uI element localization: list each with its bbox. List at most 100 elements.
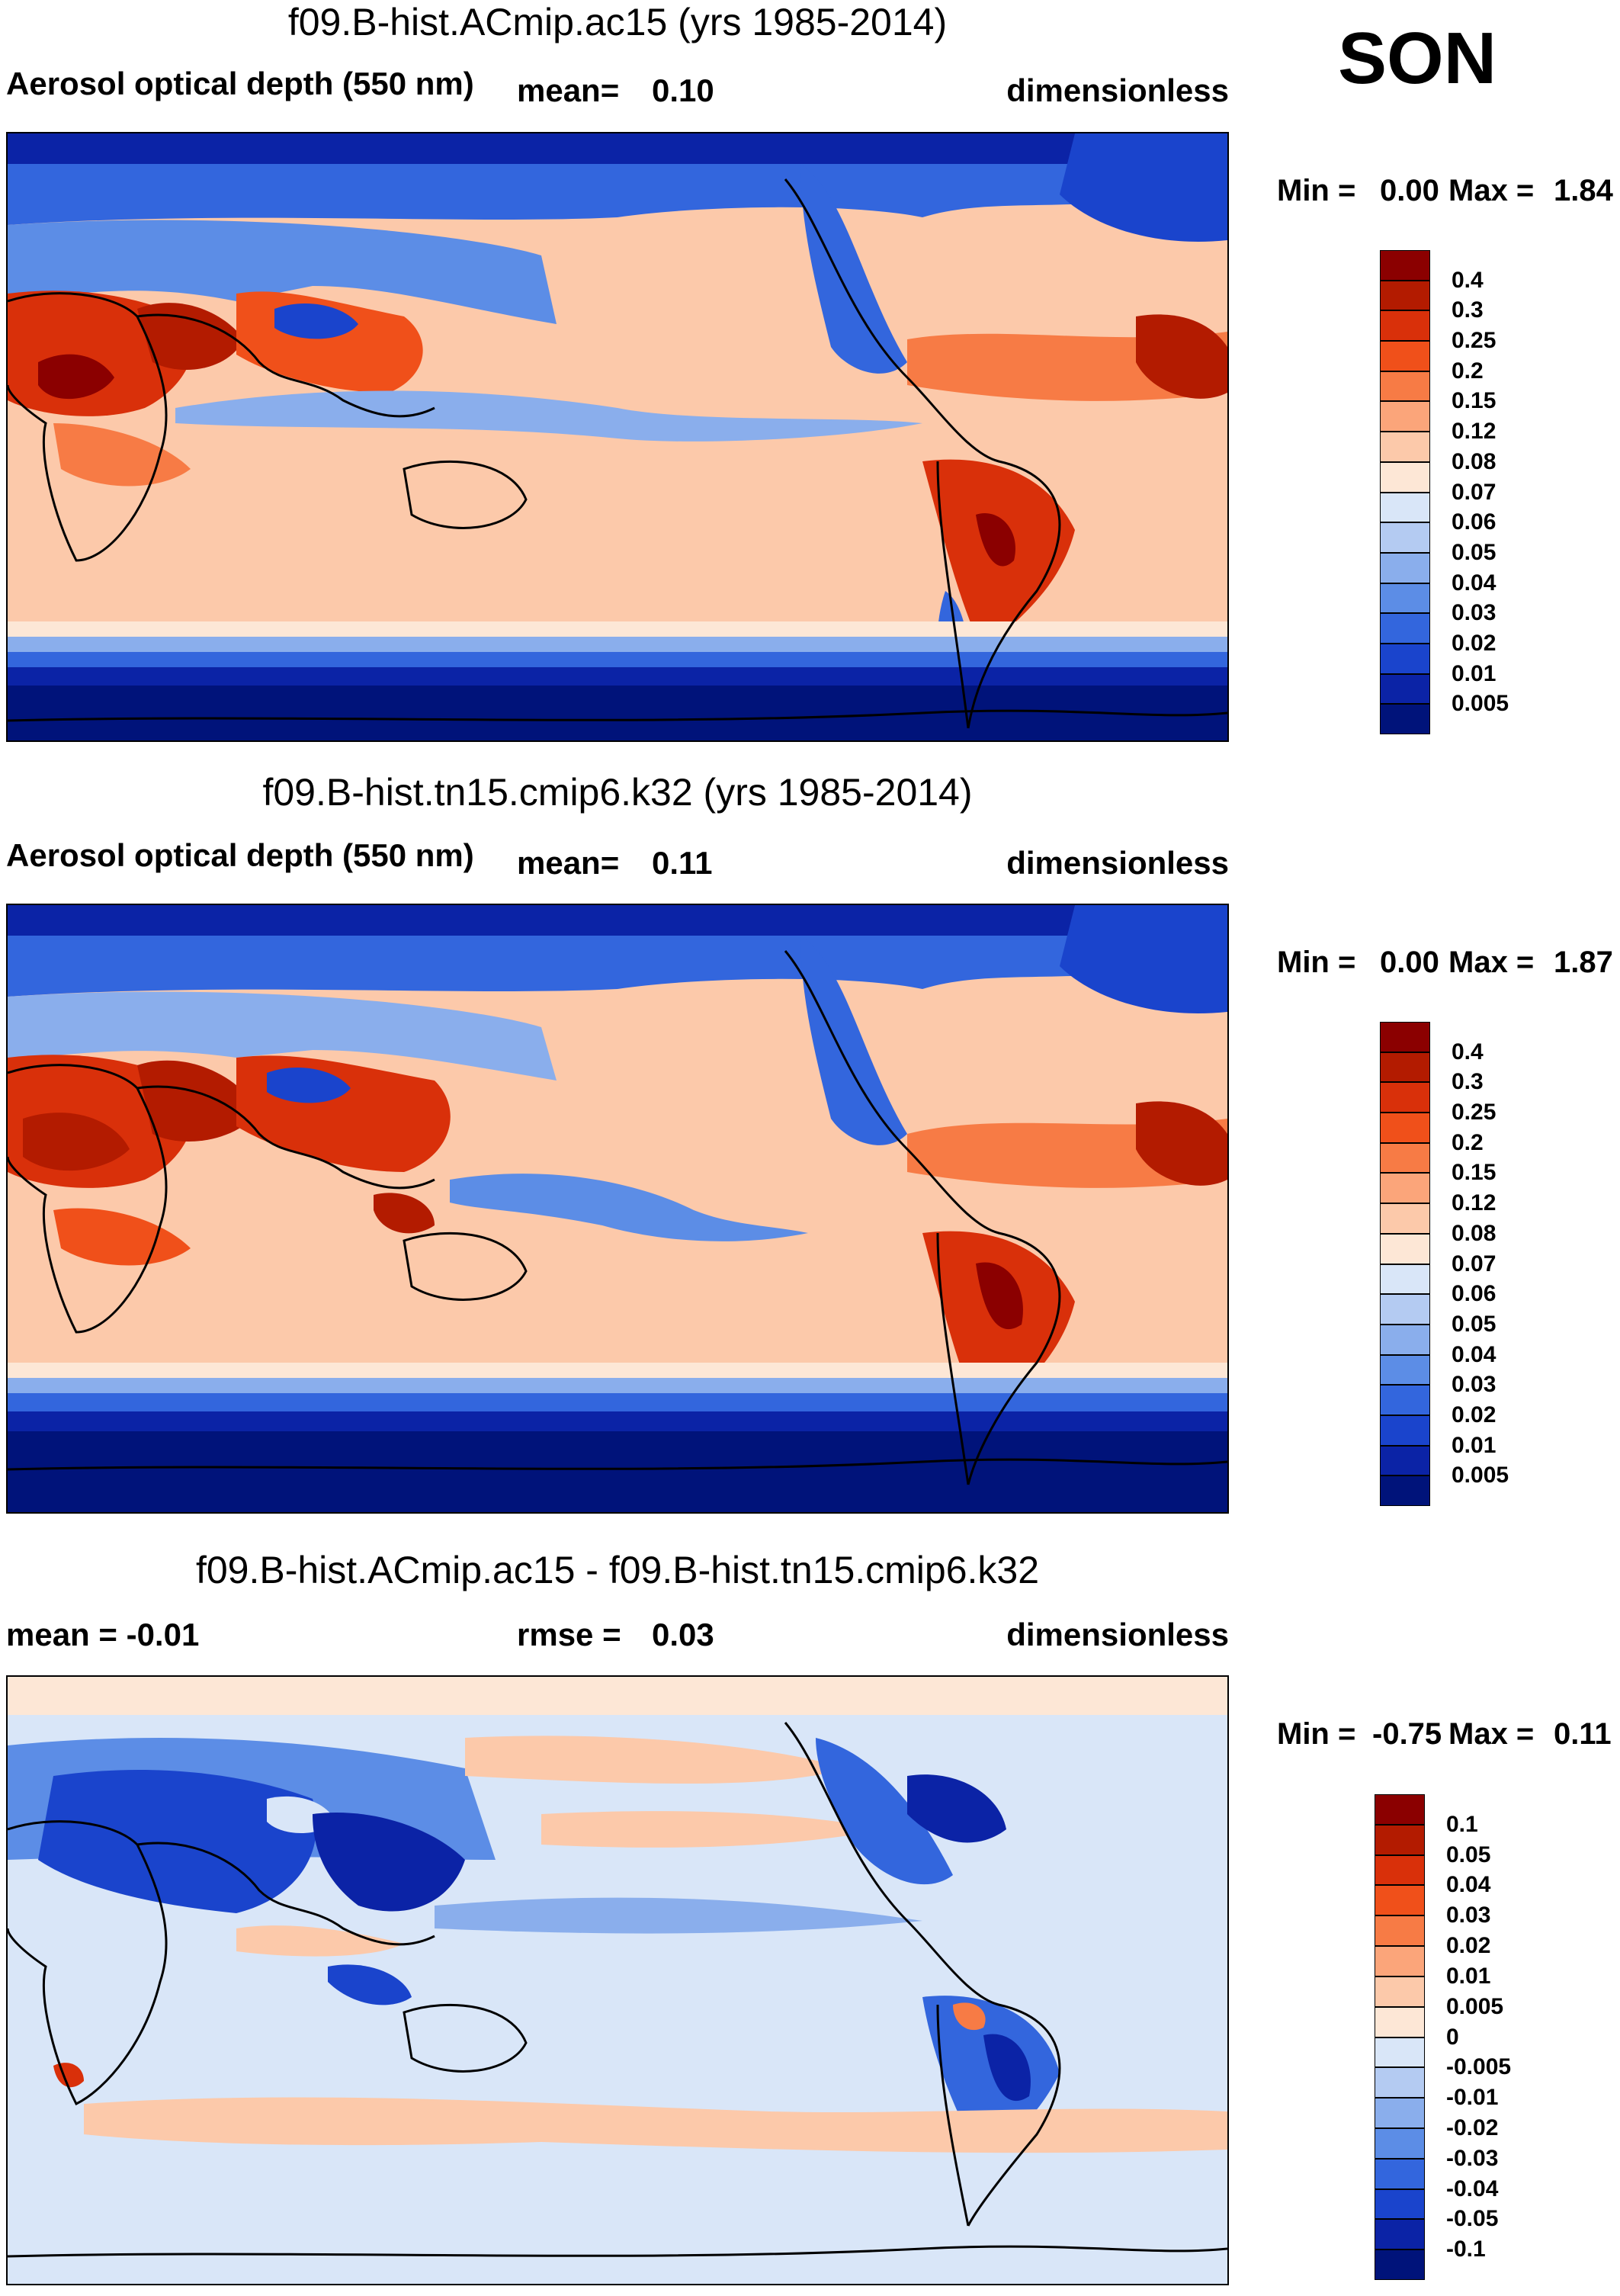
panel2-colorbar-swatch bbox=[1380, 1354, 1430, 1386]
australia-coast bbox=[403, 460, 528, 529]
panel2-colorbar-swatch bbox=[1380, 1264, 1430, 1295]
antarctic-coast bbox=[8, 2245, 1227, 2258]
panel1-colorbar-level-label: 0.04 bbox=[1452, 570, 1496, 596]
so-band-2 bbox=[8, 637, 1227, 652]
panel1-colorbar-swatch bbox=[1380, 280, 1430, 311]
panel3-colorbar-swatch bbox=[1375, 1824, 1425, 1855]
panel2-colorbar-swatch bbox=[1380, 1385, 1430, 1415]
northern-continents-low bbox=[8, 164, 1227, 225]
americas-coast bbox=[784, 178, 1061, 729]
so-band-2 bbox=[8, 1378, 1227, 1393]
antarctica bbox=[8, 1431, 1227, 1512]
panel3-map-svg bbox=[8, 1677, 1227, 2284]
panel3-colorbar-swatch bbox=[1375, 2067, 1425, 2099]
arctic-band bbox=[8, 1677, 1227, 1715]
panel2-colorbar-swatch bbox=[1380, 1022, 1430, 1052]
panel1-colorbar-swatch bbox=[1380, 613, 1430, 644]
americas-coast bbox=[784, 950, 1061, 1485]
north-america-low bbox=[800, 936, 907, 1145]
panel1-colorbar-level-label: 0.02 bbox=[1452, 630, 1496, 656]
tibet-low bbox=[274, 303, 358, 339]
panel2-max-label: Max = bbox=[1448, 946, 1535, 979]
panel3-colorbar-level-label: -0.01 bbox=[1446, 2085, 1499, 2111]
panel1-map bbox=[6, 132, 1229, 742]
panel1-colorbar-level-label: 0.08 bbox=[1452, 448, 1496, 474]
panel2-colorbar-level-label: 0.4 bbox=[1452, 1039, 1484, 1065]
panel1-colorbar-swatch bbox=[1380, 401, 1430, 432]
panel2-colorbar-swatch bbox=[1380, 1113, 1430, 1143]
arctic-band bbox=[8, 133, 1227, 164]
eurasia-low bbox=[8, 220, 557, 324]
panel3-colorbar-level-label: 0.01 bbox=[1446, 1963, 1491, 1989]
greenland bbox=[1060, 905, 1227, 1013]
so-band-3 bbox=[8, 1393, 1227, 1411]
panel3-colorbar-swatch bbox=[1375, 2249, 1425, 2280]
australia-coast bbox=[403, 2003, 528, 2073]
australia-coast bbox=[403, 1231, 528, 1301]
panel3-max-value: 0.11 bbox=[1554, 1717, 1612, 1751]
panel3-colorbar-swatch bbox=[1375, 2037, 1425, 2068]
atlantic-dust-core bbox=[1136, 1101, 1227, 1186]
so-band-3 bbox=[8, 652, 1227, 667]
panel1-variable-label: Aerosol optical depth (550 nm) bbox=[6, 66, 474, 101]
panel2-min-value: 0.00 bbox=[1380, 946, 1439, 979]
andes-coast bbox=[936, 2004, 970, 2227]
panel2-colorbar-swatch bbox=[1380, 1476, 1430, 1506]
north-pacific-pos bbox=[465, 1736, 846, 1784]
panel2-colorbar-swatch bbox=[1380, 1142, 1430, 1174]
tropical-band bbox=[450, 1174, 808, 1241]
africa-south bbox=[53, 1208, 191, 1266]
panel2-colorbar-level-label: 0.005 bbox=[1452, 1463, 1509, 1488]
panel3-max-label: Max = bbox=[1448, 1717, 1535, 1751]
panel3-colorbar-level-label: 0.02 bbox=[1446, 1933, 1491, 1959]
panel2-colorbar-level-label: 0.07 bbox=[1452, 1251, 1496, 1276]
panel3-colorbar-swatch bbox=[1375, 1885, 1425, 1916]
north-america-low bbox=[800, 164, 907, 374]
panel3-colorbar: 0.1 0.05 0.04 0.03 0.02 0.01 0.005 0 -0.005 -0.01… bbox=[1375, 1794, 1511, 2280]
indian-ocean-pos bbox=[236, 1925, 404, 1957]
panel2-colorbar-level-label: 0.08 bbox=[1452, 1220, 1496, 1246]
americas-coast bbox=[784, 1722, 1061, 2227]
panel3-min-value: -0.75 bbox=[1372, 1717, 1442, 1751]
panel2-colorbar-swatch bbox=[1380, 1173, 1430, 1204]
panel2-colorbar-swatch bbox=[1380, 1052, 1430, 1083]
panel3-colorbar-swatch bbox=[1375, 1854, 1425, 1886]
coastlines bbox=[8, 178, 1227, 729]
panel1-colorbar-swatch bbox=[1380, 250, 1430, 281]
panel1-colorbar-swatch bbox=[1380, 583, 1430, 614]
panel1-colorbar-swatch bbox=[1380, 704, 1430, 734]
panel1-colorbar-swatch bbox=[1380, 522, 1430, 553]
amazon-pos bbox=[953, 2002, 986, 2031]
sahara-core bbox=[23, 1113, 130, 1171]
equatorial-pacific-neg bbox=[435, 1897, 922, 1934]
panel3-colorbar-level-label: 0.1 bbox=[1446, 1811, 1478, 1837]
panel2-mean-label: mean= bbox=[517, 845, 620, 881]
panel1-colorbar-level-label: 0.06 bbox=[1452, 509, 1496, 535]
south-america-core bbox=[976, 1262, 1023, 1330]
panel1-colorbar-swatch bbox=[1380, 461, 1430, 493]
panel3-mean-text: mean = -0.01 bbox=[6, 1617, 200, 1652]
panel3-colorbar-level-label: 0.005 bbox=[1446, 1993, 1504, 2019]
panel3-colorbar-level-label: -0.05 bbox=[1446, 2206, 1499, 2232]
panel2-colorbar-swatch bbox=[1380, 1294, 1430, 1325]
antarctic-coast bbox=[8, 1458, 1227, 1471]
panel2-units: dimensionless bbox=[1006, 845, 1229, 881]
panel1-colorbar-level-label: 0.07 bbox=[1452, 479, 1496, 505]
panel1-colorbar-level-label: 0.05 bbox=[1452, 539, 1496, 565]
panel3-colorbar-swatch bbox=[1375, 1976, 1425, 2007]
africa-coast bbox=[8, 1820, 168, 2106]
arabia-dust bbox=[137, 1060, 259, 1142]
panel2-colorbar-level-label: 0.15 bbox=[1452, 1160, 1496, 1186]
asia-coast bbox=[136, 1085, 435, 1190]
africa-coast bbox=[8, 292, 168, 562]
antarctica bbox=[8, 686, 1227, 740]
panel2-max-value: 1.87 bbox=[1554, 946, 1613, 979]
north-america-neg bbox=[816, 1738, 953, 1885]
panel1-units: dimensionless bbox=[1006, 72, 1229, 108]
panel2-colorbar: 0.4 0.3 0.25 0.2 0.15 0.12 0.08 0.07 0.06 0.05 0.0… bbox=[1380, 1022, 1509, 1506]
so-band-1 bbox=[8, 1363, 1227, 1378]
panel3-colorbar-swatch bbox=[1375, 1915, 1425, 1947]
panel1-title: f09.B-hist.ACmip.ac15 (yrs 1985-2014) bbox=[287, 1, 948, 43]
panel2-colorbar-level-label: 0.12 bbox=[1452, 1190, 1496, 1216]
panel3-colorbar-swatch bbox=[1375, 2219, 1425, 2250]
